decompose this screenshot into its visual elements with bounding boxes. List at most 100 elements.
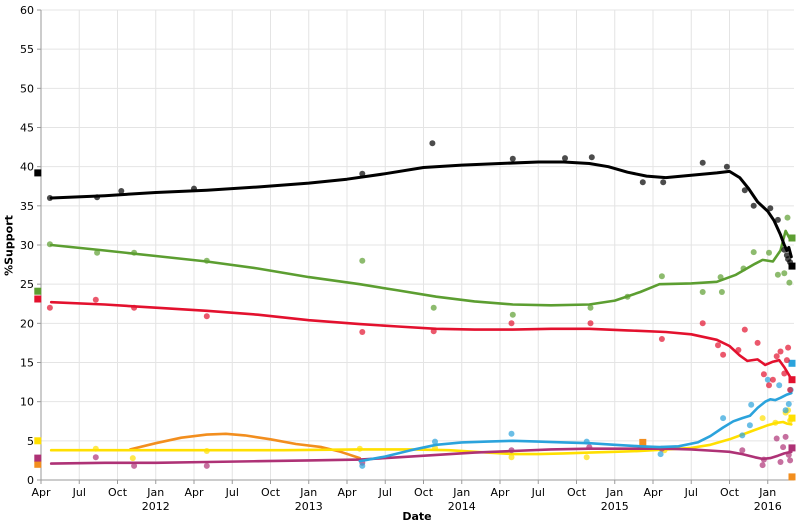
poll-point-green (587, 304, 594, 311)
poll-point-yellow (356, 445, 363, 452)
poll-point-green (699, 289, 706, 295)
poll-point-magenta (760, 456, 767, 463)
poll-point-red (787, 386, 794, 393)
poll-point-black (774, 216, 781, 223)
poll-point-red (766, 382, 772, 389)
trend-line-orange (129, 432, 362, 460)
x-tick-year-label: 2014 (448, 500, 476, 513)
trend-line-green (49, 229, 791, 307)
poll-point-green (359, 257, 366, 264)
poll-point-magenta (203, 462, 210, 469)
poll-point-magenta (777, 459, 784, 465)
x-tick-label: Apr (643, 486, 663, 499)
poll-point-green (750, 249, 757, 256)
poll-point-yellow (772, 419, 779, 426)
poll-point-red (720, 351, 727, 358)
poll-point-yellow (203, 448, 210, 454)
x-tick-label: Jul (531, 486, 545, 499)
y-tick-label: 40 (20, 161, 34, 174)
poll-point-green (786, 279, 793, 286)
x-tick-year-label: 2016 (754, 500, 782, 513)
poll-point-magenta (782, 433, 789, 440)
y-axis-title: %Support (2, 215, 16, 276)
y-tick-label: 50 (20, 82, 34, 95)
poll-point-red (92, 296, 99, 303)
poll-point-black (46, 195, 53, 201)
poll-point-black (781, 246, 788, 253)
result-square-red (788, 376, 796, 384)
x-tick-label: Oct (720, 486, 740, 499)
poll-point-black (699, 159, 706, 166)
poll-point-green (740, 265, 747, 272)
result-square-yellow (34, 437, 42, 445)
x-tick-label: Jan (146, 486, 164, 499)
poll-point-red (785, 344, 792, 351)
poll-point-green (784, 214, 791, 221)
result-square-orange (34, 460, 42, 468)
poll-point-magenta (773, 435, 780, 442)
poll-point-green (766, 249, 772, 256)
poll-point-magenta (92, 454, 99, 461)
poll-point-red (741, 326, 748, 333)
poll-point-blue (785, 401, 792, 407)
poll-point-yellow (508, 454, 515, 461)
y-tick-label: 45 (20, 122, 34, 135)
x-tick-label: Oct (567, 486, 587, 499)
poll-point-black (509, 155, 516, 162)
x-tick-label: Jul (684, 486, 698, 499)
x-tick-year-label: 2015 (601, 500, 629, 513)
y-tick-label: 55 (20, 43, 34, 56)
poll-point-magenta (131, 462, 138, 469)
poll-point-magenta (739, 447, 746, 454)
x-tick-label: Jan (758, 486, 776, 499)
poll-point-green (94, 249, 101, 256)
x-tick-label: Jan (605, 486, 623, 499)
poll-point-green (131, 249, 138, 256)
poll-point-green (781, 270, 788, 277)
y-tick-label: 25 (20, 278, 34, 291)
poll-point-blue (583, 438, 590, 445)
poll-point-red (781, 370, 788, 377)
x-tick-label: Apr (337, 486, 357, 499)
y-tick-label: 10 (20, 396, 34, 409)
poll-point-green (774, 271, 781, 278)
x-tick-label: Jan (299, 486, 317, 499)
poll-point-blue (657, 451, 664, 458)
result-square-magenta (34, 454, 42, 462)
result-square-yellow (788, 414, 796, 422)
y-tick-label: 35 (20, 200, 34, 213)
poll-point-black (741, 187, 748, 194)
result-square-green (788, 234, 796, 242)
poll-point-red (754, 339, 761, 346)
result-square-blue (788, 359, 796, 367)
poll-point-green (203, 257, 210, 264)
poll-point-red (131, 304, 138, 311)
poll-point-red (430, 328, 437, 335)
poll-point-magenta (586, 444, 593, 451)
poll-point-magenta (780, 444, 787, 451)
x-tick-year-label: 2012 (142, 500, 170, 513)
result-square-red (34, 295, 42, 303)
result-square-magenta (788, 444, 796, 452)
poll-point-red (46, 304, 53, 311)
poll-point-red (203, 313, 210, 320)
poll-point-blue (432, 438, 438, 445)
poll-point-red (359, 329, 366, 335)
poll-point-magenta (508, 447, 515, 454)
poll-point-black (359, 170, 366, 177)
y-tick-label: 60 (20, 4, 34, 17)
poll-point-blue (720, 415, 727, 422)
result-square-orange (788, 473, 796, 481)
x-tick-label: Apr (184, 486, 204, 499)
x-tick-label: Apr (31, 486, 51, 499)
poll-point-black (118, 188, 125, 194)
poll-point-black (562, 155, 568, 162)
x-tick-year-label: 2013 (295, 500, 323, 513)
poll-point-red (715, 342, 721, 349)
trend-line-blue (358, 391, 793, 463)
poll-point-yellow (92, 445, 99, 452)
poll-point-red (777, 348, 784, 355)
y-tick-label: 20 (20, 317, 34, 330)
poll-point-green (658, 273, 665, 280)
